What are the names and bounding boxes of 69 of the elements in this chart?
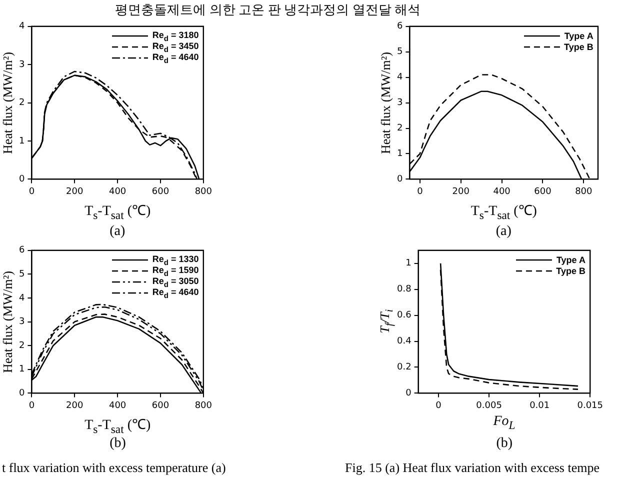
x-tick-label: 200: [66, 186, 84, 197]
y-axis-title: Heat flux (MW/m²): [0, 52, 16, 154]
y-tick-label: 4: [396, 72, 403, 83]
x-tick-label: 400: [493, 186, 511, 197]
y-tick-label: 3: [18, 60, 25, 70]
legend-label: Re$_{d}$ = 3050: [152, 276, 199, 288]
x-axis-title: T$_{s}$-T$_{sat}$ (℃): [470, 203, 537, 222]
x-tick-label: 0.015: [577, 400, 603, 411]
y-axis-title: Heat flux (MW/m²): [378, 52, 394, 154]
legend-label: Type A: [556, 254, 586, 265]
x-tick-label: 0: [28, 186, 35, 197]
x-tick-label: 800: [194, 400, 212, 411]
y-tick-label: 5: [396, 47, 403, 58]
y-tick-label: 6: [396, 22, 403, 32]
y-tick-label: 2: [18, 98, 25, 108]
x-tick-label: 0.01: [530, 400, 550, 411]
text: t flux variation with excess temperature (a): [2, 460, 226, 476]
y-tick-label: 1: [18, 364, 25, 375]
legend-label: Re$_{d}$ = 1590: [152, 264, 199, 278]
text: 평면충돌제트에 의한 고온 판 냉각과정의 열전달 해석: [115, 1, 420, 19]
y-tick-label: 0: [18, 388, 25, 399]
x-tick-label: 800: [575, 186, 593, 197]
x-axis-title: T$_{s}$-T$_{sat}$ (℃): [84, 417, 151, 436]
y-tick-label: 2: [396, 124, 403, 134]
x-tick-label: 400: [108, 186, 126, 197]
x-axis-title: T$_{s}$-T$_{sat}$ (℃): [84, 203, 151, 222]
legend-label: Re$_{d}$ = 1330: [152, 254, 199, 266]
x-tick-label: 0.005: [476, 400, 502, 411]
y-tick-label: 1: [396, 149, 403, 160]
y-tick-label: 0.4: [396, 336, 412, 347]
legend-label: Re$_{d}$ = 3450: [152, 40, 199, 54]
y-tick-label: 0: [396, 174, 403, 185]
legend-label: Type B: [564, 42, 594, 52]
y-tick-label: 0.8: [396, 284, 412, 295]
x-tick-label: 600: [152, 186, 170, 197]
text: (a): [110, 224, 126, 240]
y-tick-label: 2: [18, 340, 25, 351]
text: (b): [110, 436, 126, 452]
x-tick-label: 200: [452, 186, 470, 197]
x-tick-label: 200: [66, 400, 84, 411]
x-tick-label: 0: [28, 400, 35, 411]
y-tick-label: 6: [18, 246, 25, 256]
y-tick-label: 1: [18, 136, 25, 146]
legend-label: Re$_{d}$ = 3180: [152, 30, 199, 42]
x-tick-label: 0: [436, 400, 442, 411]
text: (b): [496, 436, 513, 452]
x-tick-label: 0: [417, 186, 424, 197]
x-tick-label: 800: [194, 186, 212, 197]
x-tick-label: 600: [534, 186, 552, 197]
y-tick-label: 0.6: [396, 310, 412, 321]
y-tick-label: 4: [18, 22, 25, 32]
y-tick-label: 0: [18, 174, 25, 185]
x-tick-label: 600: [152, 400, 170, 411]
legend-label: Re$_{d}$ = 4640: [152, 52, 199, 64]
x-tick-label: 400: [108, 400, 126, 411]
y-tick-label: 0: [406, 388, 412, 399]
y-tick-label: 3: [396, 98, 403, 108]
text: (a): [496, 224, 512, 240]
y-tick-label: 1: [406, 258, 412, 269]
y-tick-label: 0.2: [396, 362, 412, 373]
x-axis-title: Fo$_{L}$: [493, 414, 516, 432]
y-tick-label: 3: [18, 317, 25, 328]
y-tick-label: 5: [18, 270, 25, 280]
y-axis-title: Heat flux (MW/m²): [0, 270, 16, 373]
y-tick-label: 4: [18, 293, 25, 304]
caption: Fig. 15 (a) Heat flux variation with excess tempe: [345, 460, 600, 476]
legend-label: Type B: [556, 266, 586, 276]
legend-label: Re$_{d}$ = 4640: [152, 286, 199, 300]
legend-label: Type A: [564, 30, 594, 41]
